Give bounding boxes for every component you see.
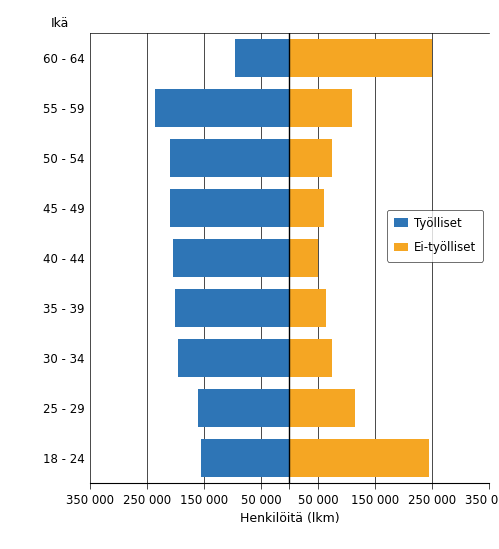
Text: Ikä: Ikä <box>51 18 69 30</box>
Bar <box>178 339 289 377</box>
Bar <box>173 239 289 277</box>
Bar <box>289 89 352 127</box>
Bar <box>289 339 332 377</box>
Legend: Työlliset, Ei-työlliset: Työlliset, Ei-työlliset <box>387 210 483 261</box>
Bar <box>198 389 289 427</box>
Bar <box>170 139 289 177</box>
Bar <box>235 39 289 77</box>
Bar <box>289 439 429 477</box>
Bar <box>289 389 355 427</box>
Bar <box>201 439 289 477</box>
Bar <box>289 289 326 327</box>
Bar <box>170 189 289 227</box>
Bar <box>289 139 332 177</box>
Bar <box>175 289 289 327</box>
Bar <box>155 89 289 127</box>
Bar <box>289 189 324 227</box>
X-axis label: Henkilöitä (lkm): Henkilöitä (lkm) <box>240 512 339 525</box>
Bar <box>289 39 432 77</box>
Bar <box>289 239 318 277</box>
